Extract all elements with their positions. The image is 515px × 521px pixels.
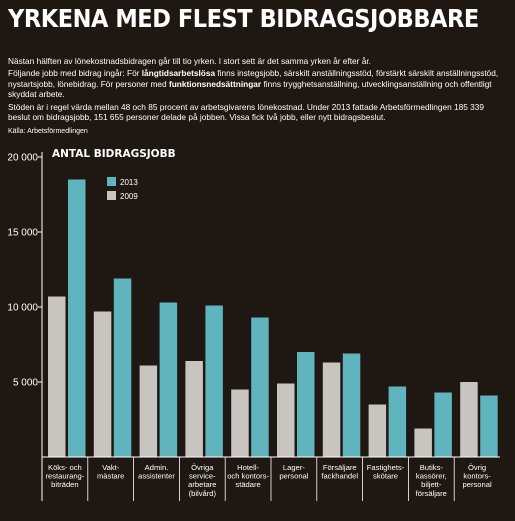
bar-2013 xyxy=(251,317,269,457)
y-tick-label: 5 000 xyxy=(13,378,38,389)
bar-2009 xyxy=(368,404,387,457)
x-category-label: Vakt- xyxy=(102,463,120,472)
bar-2013 xyxy=(113,278,132,457)
x-category-label: försäljare xyxy=(416,489,447,498)
x-category-label: service- xyxy=(189,472,216,481)
x-category-label: Butiks- xyxy=(420,463,444,472)
x-category-label: Övriga xyxy=(191,463,214,472)
intro-text: Nästan hälften av lönekostnadsbidragen g… xyxy=(8,56,508,124)
bar-2013 xyxy=(388,386,407,457)
x-category-label: Försäljare xyxy=(323,463,357,472)
definition-text: finns trygghetsanställning, utvecklingsa… xyxy=(8,78,492,100)
x-category-label: Köks- och xyxy=(48,463,82,472)
x-category-label: mästare xyxy=(97,472,124,481)
x-category-label: skötare xyxy=(373,472,398,481)
bar-2009 xyxy=(185,361,203,457)
definition-text: finns instegsjobb, särskilt anställnings… xyxy=(8,68,499,89)
x-category-label: kontors- xyxy=(463,472,491,481)
bar-2013 xyxy=(342,353,361,457)
y-tick-label: 15 000 xyxy=(7,228,38,239)
bar-2009 xyxy=(48,296,66,457)
x-category-label: restaurang- xyxy=(45,472,84,481)
source-note: Källa: Arbetsförmedlingen xyxy=(8,128,88,135)
x-category-label: (bilvård) xyxy=(189,489,217,498)
x-category-label: städare xyxy=(235,480,260,489)
x-category-label: Fastighets- xyxy=(367,463,405,472)
y-tick-label: 20 000 xyxy=(7,153,38,164)
lead-paragraph: Nästan hälften av lönekostnadsbidragen g… xyxy=(8,56,371,66)
x-category-label: Lager- xyxy=(283,463,305,472)
legend-label-2013: 2013 xyxy=(120,178,138,187)
bar-2009 xyxy=(322,362,341,457)
bar-2013 xyxy=(159,302,178,457)
x-category-label: personal xyxy=(279,472,308,481)
definition-bold-disability: funktionsnedsättningar xyxy=(168,78,262,89)
bar-2013 xyxy=(68,179,86,457)
x-category-label: Övrig xyxy=(468,463,486,472)
x-category-label: assistenter xyxy=(138,472,175,481)
x-category-label: Hotell- xyxy=(237,463,259,472)
x-category-label: och kontors- xyxy=(227,472,269,481)
definition-text: Följande jobb med bidrag ingår: För xyxy=(8,68,142,79)
legend-swatch-2013 xyxy=(107,177,116,186)
y-tick-label: 10 000 xyxy=(7,303,38,314)
definition-paragraph: Följande jobb med bidrag ingår: För lång… xyxy=(8,68,508,99)
x-category-label: biträden xyxy=(51,480,78,489)
bar-2009 xyxy=(460,382,478,457)
x-category-label: fackhandel xyxy=(321,472,358,481)
x-category-label: biljett- xyxy=(421,480,442,489)
bar-2009 xyxy=(93,311,112,457)
bar-2009 xyxy=(231,389,249,457)
x-category-label: kassörer, xyxy=(416,472,447,481)
legend-label-2009: 2009 xyxy=(120,192,138,201)
bar-2013 xyxy=(205,305,223,457)
unit-label: ANTAL BIDRAGSJOBB xyxy=(52,148,176,160)
support-paragraph: Stöden är i regel värda mellan 48 och 85… xyxy=(8,101,484,123)
bar-2013 xyxy=(480,395,498,457)
x-category-label: personal xyxy=(463,480,492,489)
x-category-label: Admin. xyxy=(145,463,169,472)
bar-2009 xyxy=(277,383,295,457)
bar-2009 xyxy=(414,428,432,457)
legend-swatch-2009 xyxy=(107,191,116,200)
x-category-label: arbetare xyxy=(188,480,216,489)
bar-2009 xyxy=(139,365,158,457)
chart-title: YRKENA MED FLEST BIDRAGSJOBBARE xyxy=(8,4,479,33)
definition-bold-long-term: långtidsarbetslösa xyxy=(141,68,216,79)
bar-2013 xyxy=(434,392,452,457)
bar-2013 xyxy=(297,352,315,457)
